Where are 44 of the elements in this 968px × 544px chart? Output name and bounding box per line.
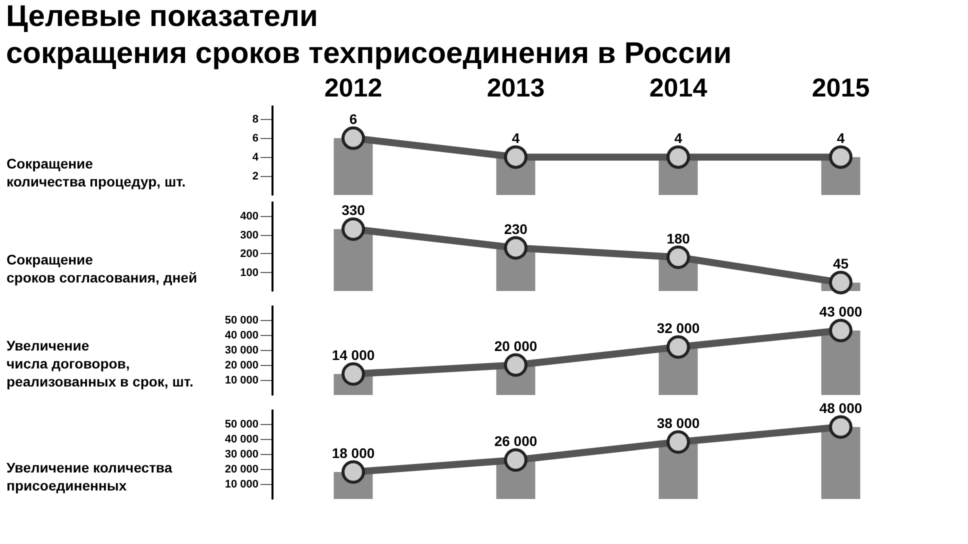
y-axis-title: Сокращение количества процедур, шт.	[6, 156, 186, 190]
x-tick-label: 2013	[486, 72, 545, 102]
data-label: 38 000	[656, 415, 700, 431]
y-tick-label: 10 000	[224, 374, 258, 386]
y-tick-label: 20 000	[224, 464, 258, 476]
y-axis-title: Увеличение числа договоров, реализованных в срок, шт.	[6, 338, 194, 390]
chart-title: Целевые показатели сокращения сроков техприсоединения в России	[6, 0, 732, 70]
data-label: 48 000	[819, 400, 862, 416]
data-label: 18 000	[332, 445, 375, 461]
y-tick-label: 100	[240, 266, 258, 279]
data-label: 180	[666, 230, 690, 246]
y-tick-label: 8	[252, 114, 258, 126]
y-tick-label: 20 000	[224, 360, 258, 372]
y-tick-label: 30 000	[224, 344, 258, 356]
y-tick-label: 300	[240, 229, 258, 242]
data-label: 6	[349, 111, 358, 128]
y-tick-label: 400	[240, 210, 258, 222]
data-label: 230	[504, 220, 528, 237]
y-tick-label: 50 000	[224, 314, 258, 326]
y-tick-label: 2	[252, 170, 258, 183]
x-tick-label: 2015	[812, 72, 870, 102]
data-label: 45	[832, 256, 849, 272]
data-label: 4	[512, 130, 520, 146]
x-tick-label: 2012	[324, 72, 382, 102]
y-tick-label: 6	[252, 132, 258, 145]
data-label: 26 000	[494, 433, 538, 449]
y-axis-title: Сокращение сроков согласования, дней	[6, 252, 198, 286]
y-tick-label: 40 000	[224, 434, 258, 446]
y-tick-label: 10 000	[224, 478, 258, 490]
data-label: 14 000	[332, 347, 375, 363]
y-axis-title: Увеличение количества присоединенных	[6, 460, 172, 494]
y-tick-label: 40 000	[224, 330, 258, 342]
y-tick-label: 30 000	[224, 448, 258, 460]
data-label: 20 000	[494, 338, 538, 354]
data-label: 43 000	[819, 304, 862, 320]
bar	[821, 427, 860, 499]
y-tick-label: 4	[252, 152, 260, 164]
data-label: 32 000	[656, 320, 700, 336]
x-tick-label: 2014	[649, 72, 708, 102]
data-label: 330	[342, 202, 366, 218]
y-tick-label: 200	[240, 248, 258, 260]
data-label: 4	[674, 130, 682, 146]
y-tick-label: 50 000	[224, 418, 258, 430]
data-label: 4	[836, 130, 845, 146]
